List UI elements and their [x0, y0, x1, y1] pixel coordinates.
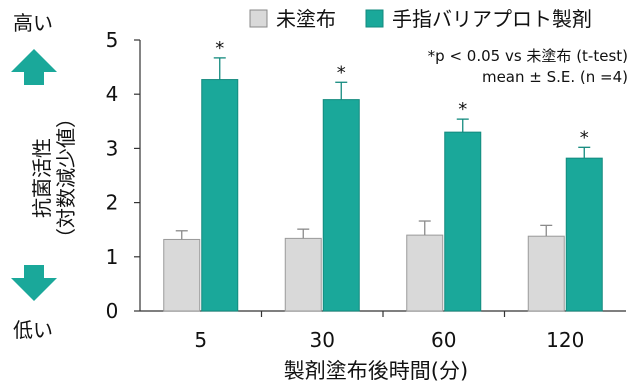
legend-swatch-untreated — [249, 9, 268, 28]
stats-note: mean ± S.E. (n =4) — [482, 68, 628, 86]
low-label: 低い — [13, 318, 53, 342]
y-tick-label: 3 — [106, 136, 119, 160]
legend-swatch-barrier — [365, 9, 384, 28]
y-tick-label: 2 — [106, 191, 119, 215]
x-tick-label: 30 — [310, 328, 335, 352]
bar-barrier-60 — [444, 131, 482, 312]
arrow-up-icon — [11, 49, 57, 85]
legend-label-untreated: 未塗布 — [276, 7, 336, 31]
y-tick-label: 4 — [106, 82, 119, 106]
bar-barrier-5 — [201, 79, 239, 312]
bar-untreated-60 — [406, 234, 444, 312]
bar-untreated-30 — [284, 237, 322, 312]
high-label: 高い — [13, 11, 53, 35]
y-tick-label: 5 — [106, 28, 119, 52]
arrow-down-icon — [11, 265, 57, 301]
x-tick-label: 5 — [194, 328, 207, 352]
bars: * * * * — [163, 38, 603, 312]
legend: 未塗布 手指バリアプロト製剤 — [249, 7, 592, 31]
significance-star: * — [337, 62, 346, 83]
x-tick-label: 60 — [431, 328, 456, 352]
bar-untreated-120 — [527, 235, 565, 312]
y-axis-label-line2: （対数減少値） — [54, 108, 78, 248]
significance-star: * — [458, 99, 467, 120]
bar-barrier-30 — [322, 99, 360, 312]
x-axis-label: 製剤塗布後時間(分) — [284, 359, 468, 383]
x-ticks: 5 30 60 120 — [194, 311, 584, 352]
x-tick-label: 120 — [546, 328, 584, 352]
significance-star: * — [580, 127, 589, 148]
bar-barrier-120 — [565, 157, 603, 312]
y-ticks: 0 1 2 3 4 5 — [106, 28, 140, 323]
significance-note: *p < 0.05 vs 未塗布 (t-test) — [428, 47, 628, 65]
y-tick-label: 1 — [106, 245, 119, 269]
legend-label-barrier: 手指バリアプロト製剤 — [392, 7, 592, 31]
y-tick-label: 0 — [106, 299, 119, 323]
y-axis-label-line1: 抗菌活性 — [30, 138, 54, 218]
bar-untreated-5 — [163, 238, 201, 312]
significance-star: * — [215, 38, 224, 59]
